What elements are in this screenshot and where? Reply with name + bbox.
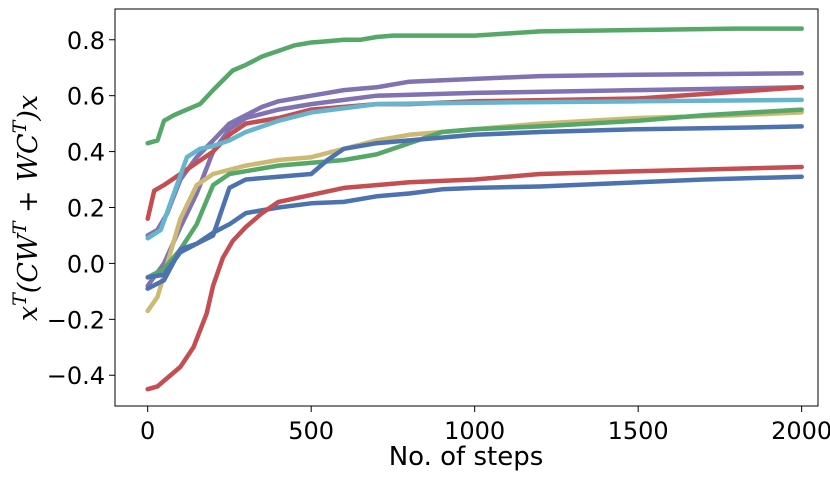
series-line-7	[145, 107, 804, 280]
y-tick-label: 0.0	[67, 250, 105, 278]
y-tick-label: −0.4	[47, 362, 105, 390]
x-tick-label: 1000	[444, 417, 505, 445]
series-line-10	[145, 164, 804, 392]
x-tick-label: 500	[288, 417, 334, 445]
y-axis-ticks: −0.4 −0.2 0.0 0.2 0.4 0.6 0.8	[47, 27, 115, 390]
y-tick-label: 0.4	[67, 139, 105, 167]
x-tick-label: 1500	[608, 417, 669, 445]
y-tick-label: 0.2	[67, 195, 105, 223]
series-line-8	[145, 124, 804, 291]
series-line-5	[145, 97, 804, 241]
series-line-9	[145, 174, 804, 280]
x-tick-label: 0	[140, 417, 155, 445]
y-tick-label: −0.2	[47, 306, 105, 334]
series-line-6	[145, 110, 804, 314]
series-layer	[145, 26, 804, 392]
y-axis-label: xT(CWT + WCT)x	[9, 95, 44, 321]
y-tick-label: 0.6	[67, 83, 105, 111]
series-line-1	[145, 26, 804, 146]
series-line-3	[145, 85, 804, 289]
y-tick-label: 0.8	[67, 27, 105, 55]
x-axis-ticks: 0 500 1000 1500 2000	[140, 406, 830, 445]
x-axis-label: No. of steps	[389, 442, 544, 472]
series-line-4	[145, 85, 804, 221]
x-tick-label: 2000	[771, 417, 830, 445]
